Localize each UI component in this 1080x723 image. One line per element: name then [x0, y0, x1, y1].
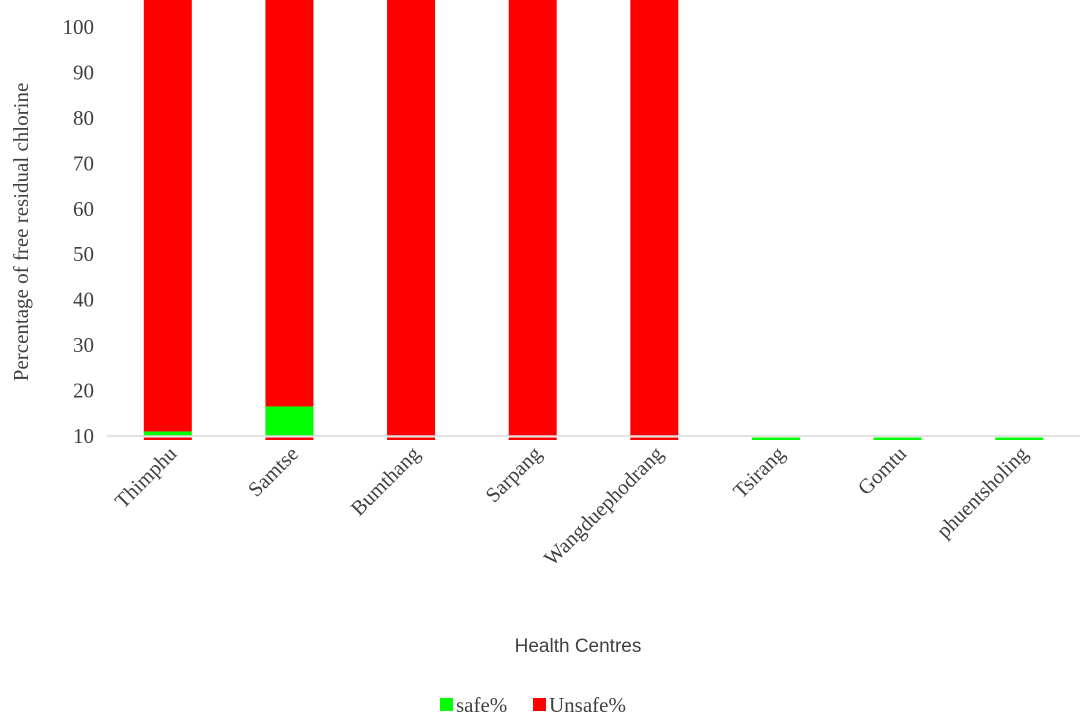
- bar-safe-thimphu: [143, 431, 192, 436]
- baseline-mark-thimphu: [143, 437, 192, 440]
- y-tick-labels: 10 20 30 40 50 60 70 80 90 100: [63, 15, 95, 448]
- x-tick-label: Tsirang: [728, 441, 790, 503]
- bars-layer: [143, 0, 679, 437]
- y-tick-label: 40: [73, 288, 94, 312]
- y-tick-label: 10: [73, 424, 94, 448]
- baseline-mark-samtse: [265, 437, 314, 440]
- legend-swatch-unsafe: [533, 698, 546, 711]
- bar-unsafe-samtse: [265, 0, 314, 407]
- x-tick-label: Thimphu: [110, 441, 182, 513]
- baseline-marks-layer: [143, 437, 1044, 440]
- baseline-mark-wangduephodrang: [630, 437, 679, 440]
- legend-label-safe: safe%: [456, 693, 507, 717]
- y-tick-label: 70: [73, 151, 94, 175]
- x-tick-labels: Thimphu Samtse Bumthang SarpangWangduephodr…: [110, 441, 1033, 570]
- y-tick-label: 50: [73, 242, 94, 266]
- baseline-mark-tsirang: [751, 437, 800, 440]
- y-tick-label: 80: [73, 106, 94, 130]
- legend-swatch-safe: [440, 698, 453, 711]
- x-tick-label: Gomtu: [853, 441, 912, 500]
- y-tick-label: 30: [73, 333, 94, 357]
- baseline-mark-phuentsholing: [995, 437, 1044, 440]
- y-tick-label: 90: [73, 60, 94, 84]
- baseline-mark-sarpang: [508, 437, 557, 440]
- legend: safe% Unsafe%: [440, 693, 626, 717]
- y-tick-label: 20: [73, 379, 94, 403]
- bar-unsafe-wangduephodrang: [630, 0, 679, 437]
- y-tick-label: 100: [63, 15, 95, 39]
- x-axis-label: Health Centres: [515, 636, 642, 657]
- x-tick-label: Wangduephodrang: [539, 441, 668, 570]
- bar-safe-samtse: [265, 406, 314, 436]
- x-tick-label: Bumthang: [346, 441, 425, 520]
- baseline-mark-bumthang: [387, 437, 436, 440]
- legend-label-unsafe: Unsafe%: [549, 693, 626, 717]
- y-tick-label: 60: [73, 197, 94, 221]
- x-tick-label: phuentsholing: [932, 441, 1033, 542]
- baseline-mark-gomtu: [873, 437, 922, 440]
- bar-unsafe-thimphu: [143, 0, 192, 432]
- x-tick-label: Samtse: [243, 442, 303, 502]
- bar-unsafe-sarpang: [508, 0, 557, 437]
- x-tick-label: Sarpang: [481, 441, 547, 507]
- y-axis-label: Percentage of free residual chlorine: [9, 83, 33, 382]
- bar-unsafe-bumthang: [387, 0, 436, 437]
